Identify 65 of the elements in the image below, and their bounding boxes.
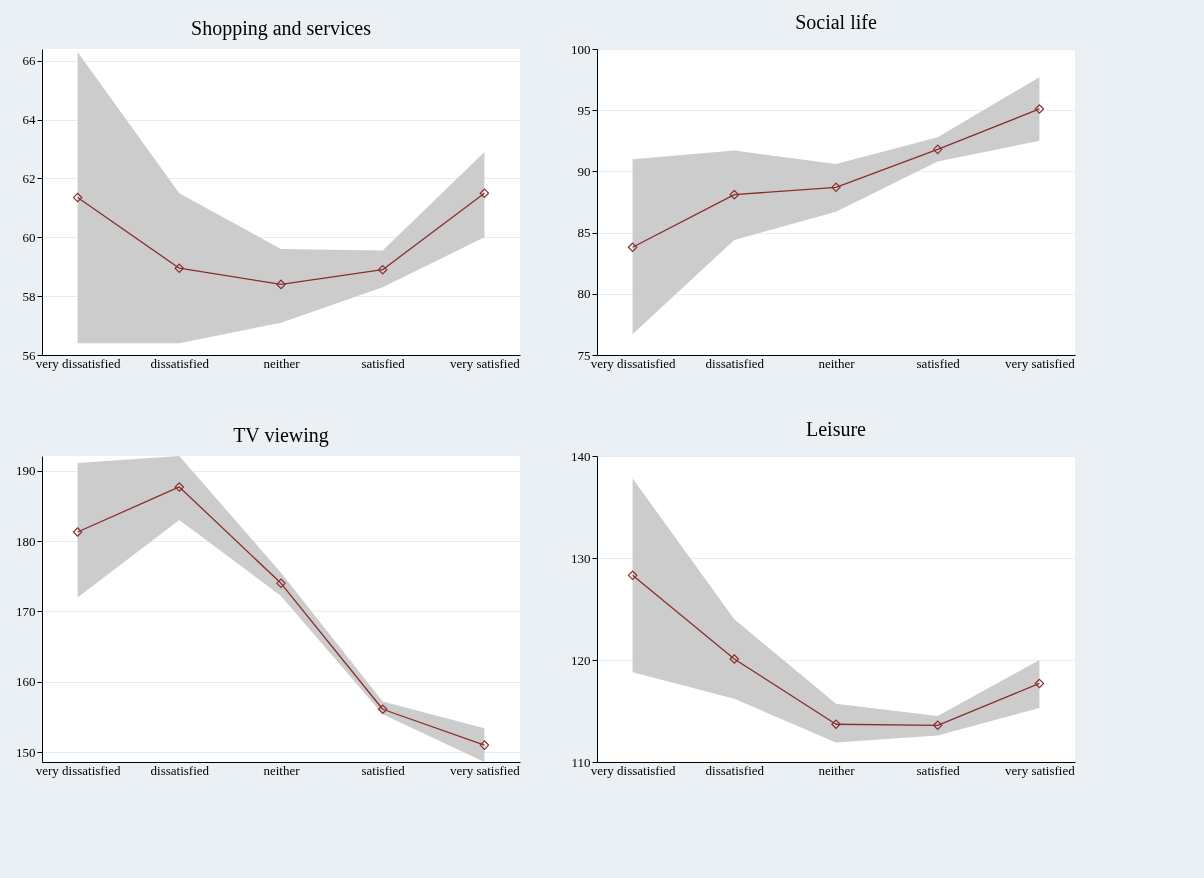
point (729, 189, 740, 200)
y-tick-label: 80 (577, 286, 591, 302)
y-tick-label: 95 (577, 102, 591, 118)
point (72, 192, 83, 203)
y-tick-label: 120 (571, 652, 591, 668)
y-tick-label: 180 (16, 533, 36, 549)
y-tick-label: 160 (16, 674, 36, 690)
x-tick-label: very satisfied (1005, 355, 1076, 371)
chart-title: Shopping and services (191, 17, 372, 40)
x-tick-label: satisfied (916, 355, 961, 371)
chart-title: Leisure (806, 418, 867, 440)
chart-title: Social life (795, 11, 877, 33)
x-tick-label: dissatisfied (150, 762, 210, 778)
point (479, 740, 490, 750)
x-tick-label: very satisfied (450, 762, 521, 778)
point (276, 279, 286, 290)
point (479, 188, 490, 198)
point (1034, 678, 1045, 689)
point (174, 482, 185, 492)
y-tick-label: 58 (22, 288, 36, 304)
y-tick-label: 140 (571, 448, 591, 464)
y-tick-label: 62 (22, 170, 36, 186)
point (72, 527, 83, 537)
point (831, 719, 841, 730)
point (729, 654, 740, 664)
y-tick-label: 90 (577, 163, 591, 179)
point (276, 578, 286, 589)
y-tick-label: 64 (22, 112, 36, 128)
y-tick-label: 190 (16, 463, 36, 479)
x-tick-label: dissatisfied (705, 355, 765, 371)
y-tick-label: 150 (16, 744, 36, 760)
y-tick-label: 130 (571, 550, 591, 566)
point (1034, 104, 1045, 114)
x-tick-label: very dissatisfied (590, 355, 677, 371)
point (627, 242, 638, 253)
point (932, 720, 943, 731)
x-tick-label: very dissatisfied (35, 355, 122, 371)
y-tick-label: 100 (571, 41, 591, 57)
point (932, 144, 943, 155)
y-tick-label: 110 (571, 754, 591, 770)
point (627, 570, 638, 581)
x-tick-label: neither (818, 355, 856, 371)
x-tick-label: very dissatisfied (35, 762, 122, 778)
y-tick-label: 170 (16, 603, 36, 619)
chart-title: TV viewing (233, 424, 329, 447)
point (377, 704, 388, 715)
y-tick-label: 56 (22, 347, 36, 363)
x-tick-label: satisfied (361, 762, 406, 778)
x-tick-label: dissatisfied (705, 762, 765, 778)
x-tick-label: very satisfied (450, 355, 521, 371)
point (831, 182, 841, 193)
y-tick-label: 60 (22, 229, 36, 245)
x-tick-label: neither (263, 762, 301, 778)
x-tick-label: neither (818, 762, 856, 778)
y-tick-label: 85 (577, 225, 591, 241)
point (174, 263, 185, 273)
x-tick-label: very dissatisfied (590, 762, 677, 778)
point (377, 264, 388, 275)
x-tick-label: satisfied (361, 355, 406, 371)
y-tick-label: 66 (22, 53, 36, 69)
x-tick-label: satisfied (916, 762, 961, 778)
x-tick-label: very satisfied (1005, 762, 1076, 778)
x-tick-label: dissatisfied (150, 355, 210, 371)
y-tick-label: 75 (577, 347, 591, 363)
x-tick-label: neither (263, 355, 301, 371)
